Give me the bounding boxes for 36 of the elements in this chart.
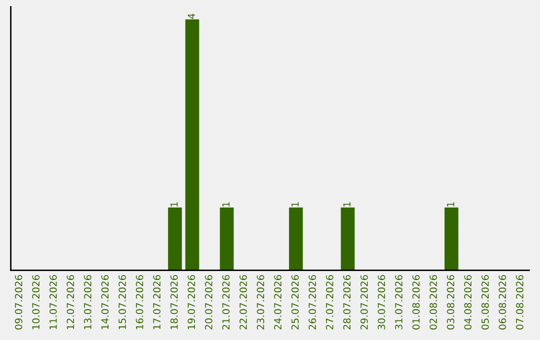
x-tick-label: 15.07.2026 [118, 275, 126, 330]
data-label: 4 [188, 14, 195, 19]
x-tick-label: 30.07.2026 [378, 275, 386, 330]
data-label: 1 [343, 202, 350, 206]
x-tick-label: 07.08.2026 [516, 275, 524, 330]
x-tick-label: 11.07.2026 [49, 275, 57, 330]
x-tick-label: 17.07.2026 [153, 275, 160, 330]
x-tick-label: 24.07.2026 [274, 275, 282, 330]
data-label: 1 [292, 202, 299, 206]
x-tick-label: 19.07.2026 [188, 275, 196, 330]
x-tick-label: 13.07.2026 [84, 275, 92, 330]
x-tick-label: 23.07.2026 [256, 275, 264, 330]
x-tick-label: 18.07.2026 [170, 275, 178, 330]
x-tick-label: 27.07.2026 [326, 275, 334, 330]
x-tick-label: 22.07.2026 [240, 275, 247, 330]
x-tick-label: 02.08.2026 [430, 275, 437, 330]
x-tick-label: 31.07.2026 [395, 275, 402, 330]
x-tick-label: 05.08.2026 [481, 275, 489, 330]
x-tick-label: 06.08.2026 [498, 275, 506, 330]
x-tick-label: 09.07.2026 [14, 275, 22, 330]
x-tick-label: 29.07.2026 [360, 275, 368, 330]
data-label: 1 [222, 202, 230, 206]
x-tick-label: 01.08.2026 [412, 275, 420, 330]
data-label: 1 [170, 202, 178, 206]
x-tick-label: 04.08.2026 [464, 275, 472, 330]
x-tick-label: 14.07.2026 [101, 275, 109, 330]
x-tick-label: 21.07.2026 [222, 275, 230, 330]
data-label: 1 [447, 202, 454, 206]
x-tick-label: 26.07.2026 [308, 275, 316, 330]
x-tick-label: 10.07.2026 [32, 275, 40, 330]
x-tick-label: 28.07.2026 [343, 275, 351, 330]
x-tick-label: 12.07.2026 [66, 275, 74, 330]
x-tick-label: 25.07.2026 [291, 275, 299, 330]
x-tick-label: 20.07.2026 [204, 275, 212, 330]
x-tick-label: 03.08.2026 [446, 275, 454, 330]
x-tick-label: 16.07.2026 [136, 275, 144, 330]
